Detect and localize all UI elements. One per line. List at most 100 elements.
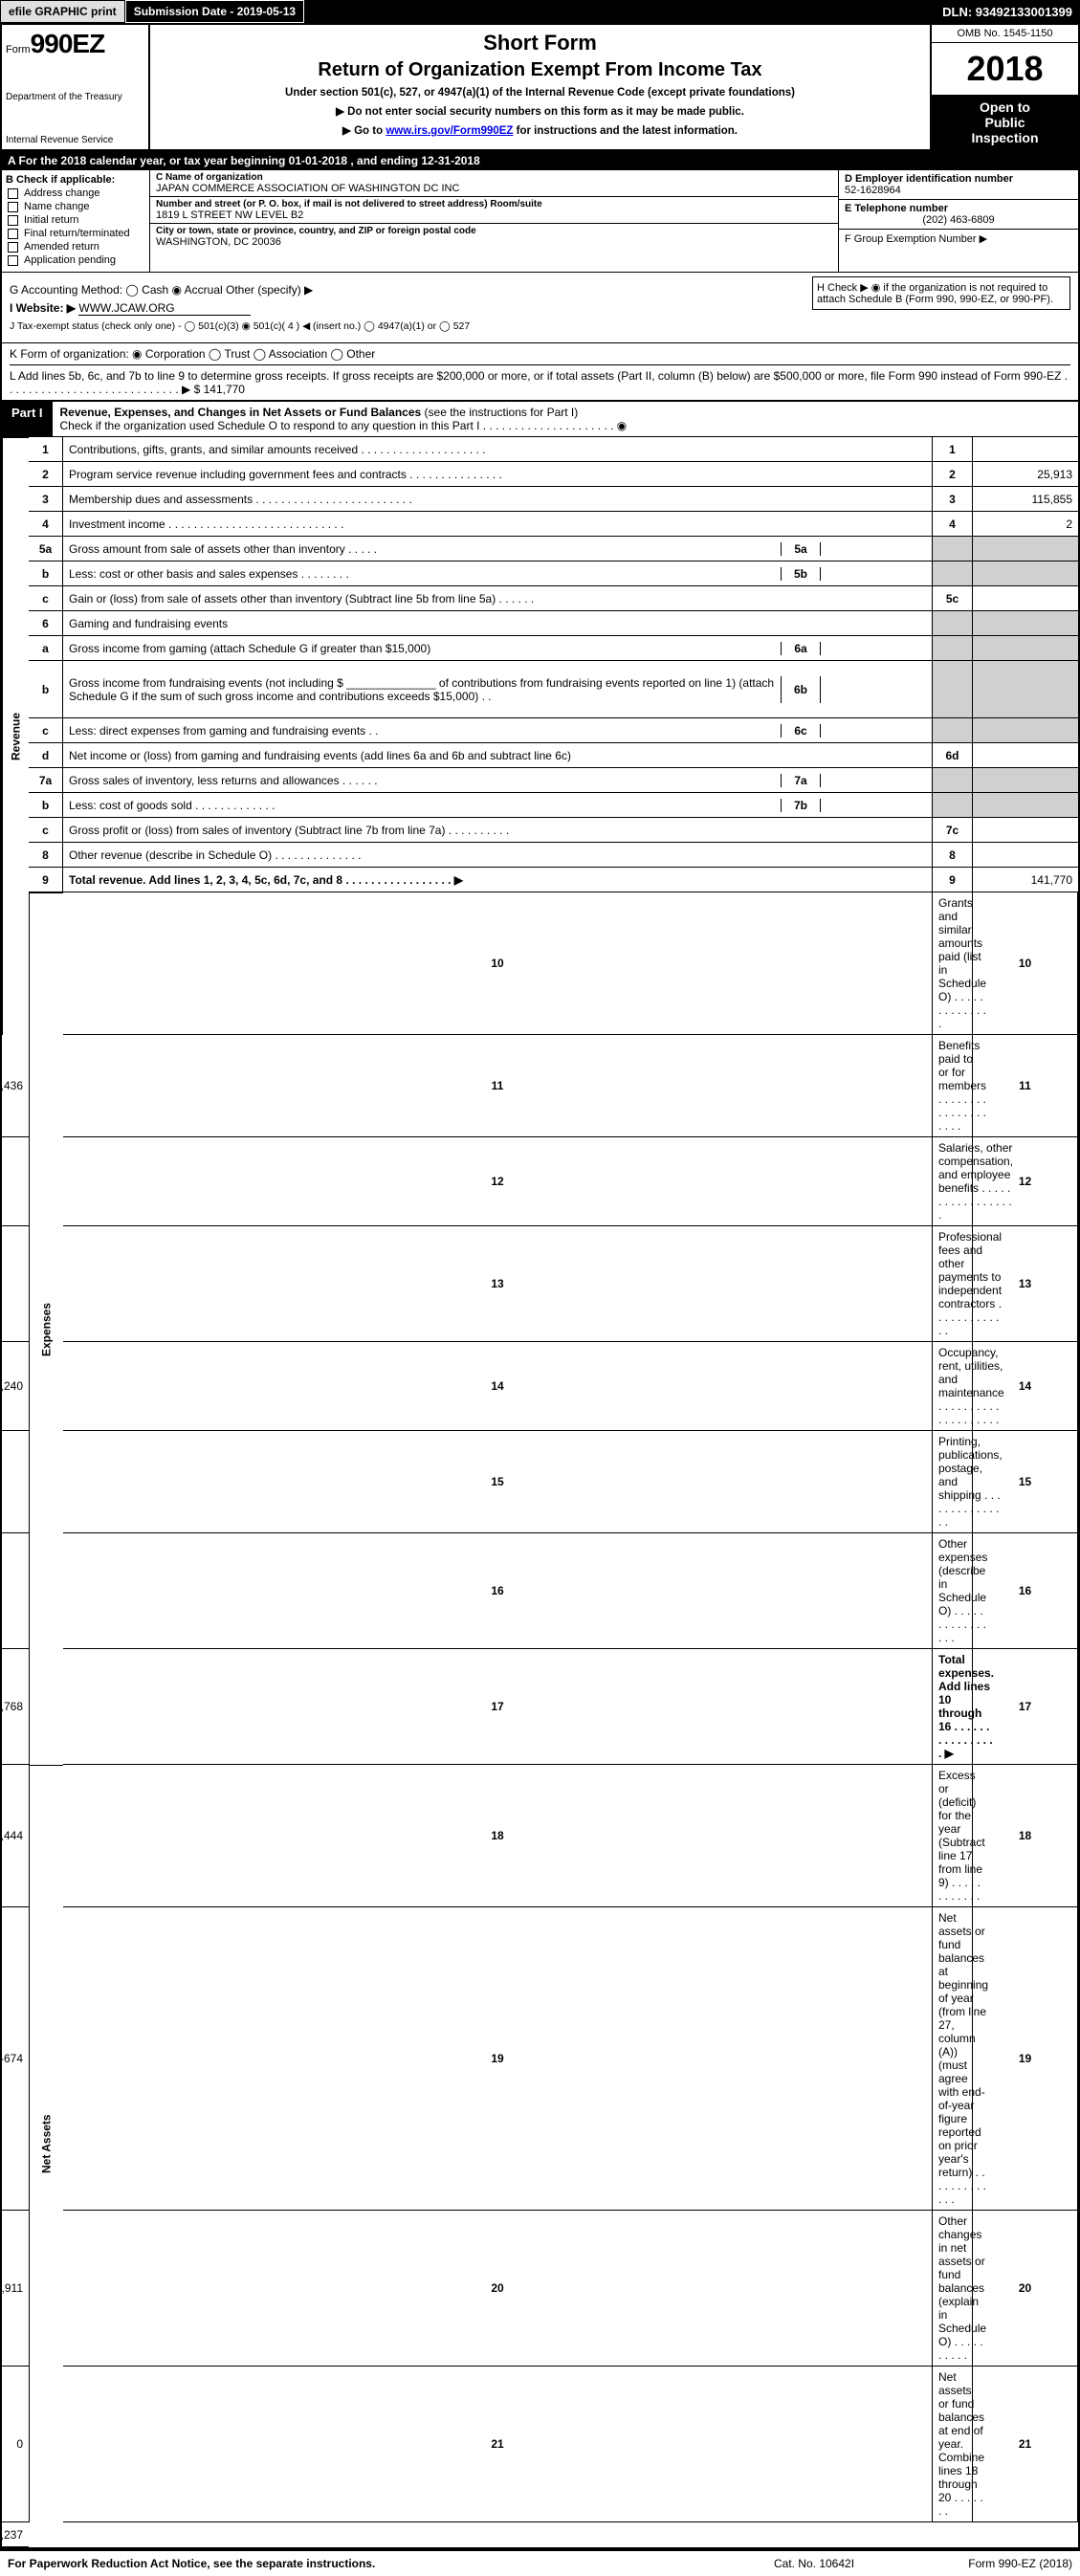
line-refnum: 13: [973, 1226, 1078, 1342]
line-desc-text: Gross amount from sale of assets other t…: [69, 542, 781, 556]
line-amount: 91,237: [2, 2522, 29, 2547]
submission-date-button[interactable]: Submission Date - 2019-05-13: [125, 0, 304, 23]
line-desc: Contributions, gifts, grants, and simila…: [63, 437, 933, 462]
line-desc: Less: direct expenses from gaming and fu…: [63, 718, 933, 743]
inner-val: [821, 774, 926, 787]
inspection-box: Open to Public Inspection: [932, 96, 1078, 149]
chk-final-return[interactable]: Final return/terminated: [6, 228, 145, 239]
line-refnum: 20: [973, 2211, 1078, 2367]
h-schedule-b-box: H Check ▶ ◉ if the organization is not r…: [812, 276, 1070, 310]
line-desc-text: Less: cost of goods sold . . . . . . . .…: [69, 799, 781, 812]
line-num: 21: [63, 2367, 933, 2522]
line-desc-text: Gross income from fundraising events (no…: [69, 676, 781, 703]
line-refnum: 16: [973, 1533, 1078, 1649]
header-right: OMB No. 1545-1150 2018 Open to Public In…: [930, 25, 1078, 149]
line-num: c: [29, 718, 63, 743]
phone-label: E Telephone number: [845, 203, 1072, 214]
line-desc: Gross profit or (loss) from sales of inv…: [63, 818, 933, 843]
line-num: b: [29, 661, 63, 718]
inspect-line2: Public: [936, 115, 1074, 130]
dln-label: DLN: 93492133001399: [935, 0, 1080, 23]
chk-label: Amended return: [24, 241, 99, 253]
line-num: 20: [63, 2211, 933, 2367]
line-num: 17: [63, 1649, 933, 1765]
line-amount: 0: [2, 2367, 29, 2522]
inner-val: [821, 542, 926, 556]
inner-num: 7b: [781, 799, 821, 812]
line-amount: 25,913: [973, 462, 1078, 487]
line-desc: Printing, publications, postage, and shi…: [933, 1431, 973, 1533]
inner-num: 7a: [781, 774, 821, 787]
line-amount: [973, 743, 1078, 768]
line-desc: Gain or (loss) from sale of assets other…: [63, 586, 933, 611]
line-refnum: 4: [933, 512, 973, 537]
line-num: c: [29, 586, 63, 611]
inspect-line1: Open to: [936, 99, 1074, 115]
line-amount-shade: [973, 718, 1078, 743]
chk-label: Initial return: [24, 214, 78, 226]
line-refnum: 21: [973, 2367, 1078, 2522]
dept-irs: Internal Revenue Service: [6, 135, 144, 145]
line-desc: Gross income from fundraising events (no…: [63, 661, 933, 718]
part1-header: Part I Revenue, Expenses, and Changes in…: [2, 402, 1078, 437]
line-amount-shade: [973, 636, 1078, 661]
line-amount: 115,855: [973, 487, 1078, 512]
form-container: Form990EZ Department of the Treasury Int…: [0, 23, 1080, 2551]
l-gross-receipts: L Add lines 5b, 6c, and 7b to line 9 to …: [10, 369, 1070, 396]
org-address-label: Number and street (or P. O. box, if mail…: [156, 199, 832, 209]
irs-link[interactable]: www.irs.gov/Form990EZ: [386, 125, 513, 137]
line-desc: Excess or (deficit) for the year (Subtra…: [933, 1765, 973, 1907]
line-desc: Gaming and fundraising events: [63, 611, 933, 636]
chk-amended-return[interactable]: Amended return: [6, 241, 145, 253]
line-num: 7a: [29, 768, 63, 793]
line-num: 15: [63, 1431, 933, 1533]
form-label: Form990EZ: [6, 29, 144, 59]
line-amount: 4,240: [2, 1342, 29, 1431]
org-city-value: WASHINGTON, DC 20036: [156, 236, 832, 248]
page-footer: For Paperwork Reduction Act Notice, see …: [0, 2551, 1080, 2576]
inner-val: [821, 676, 926, 703]
line-refnum: 18: [973, 1765, 1078, 1907]
chk-label: Name change: [24, 201, 90, 212]
website-label: I Website: ▶: [10, 301, 76, 315]
short-form-title: Short Form: [160, 31, 920, 55]
ein-value: 52-1628964: [845, 185, 1072, 196]
tax-year: 2018: [932, 43, 1078, 96]
line-refnum: 2: [933, 462, 973, 487]
col-c-org-info: C Name of organization JAPAN COMMERCE AS…: [150, 170, 839, 272]
line-amount: [2, 1431, 29, 1533]
line-amount-shade: [973, 537, 1078, 561]
chk-application-pending[interactable]: Application pending: [6, 254, 145, 266]
line-refnum: 6d: [933, 743, 973, 768]
line-desc: Net income or (loss) from gaming and fun…: [63, 743, 933, 768]
chk-address-change[interactable]: Address change: [6, 187, 145, 199]
line-num: b: [29, 561, 63, 586]
chk-initial-return[interactable]: Initial return: [6, 214, 145, 226]
efile-print-button[interactable]: efile GRAPHIC print: [0, 0, 125, 23]
line-amount: -674: [2, 1907, 29, 2211]
line-refnum-shade: [933, 537, 973, 561]
topbar-spacer: [304, 0, 935, 23]
org-address-row: Number and street (or P. O. box, if mail…: [150, 197, 838, 224]
line-num: 16: [63, 1533, 933, 1649]
ssn-warning: ▶ Do not enter social security numbers o…: [160, 104, 920, 118]
line-num: 10: [63, 892, 933, 1035]
chk-name-change[interactable]: Name change: [6, 201, 145, 212]
expenses-section-label: Expenses: [29, 892, 63, 1765]
line-desc: Membership dues and assessments . . . . …: [63, 487, 933, 512]
line-amount: [973, 437, 1078, 462]
line-desc: Gross amount from sale of assets other t…: [63, 537, 933, 561]
line-num: 11: [63, 1035, 933, 1137]
inner-num: 6a: [781, 642, 821, 655]
line-desc-text: Gross sales of inventory, less returns a…: [69, 774, 781, 787]
checkbox-icon: [8, 229, 18, 239]
line-refnum-shade: [933, 793, 973, 818]
j-tax-exempt-status: J Tax-exempt status (check only one) - ◯…: [10, 320, 1070, 332]
chk-label: Application pending: [24, 254, 116, 266]
checkbox-icon: [8, 188, 18, 199]
group-exemption-row: F Group Exemption Number ▶: [839, 230, 1078, 272]
line-desc: Less: cost of goods sold . . . . . . . .…: [63, 793, 933, 818]
footer-formref: Form 990-EZ (2018): [900, 2557, 1072, 2570]
line-desc-text: Less: cost or other basis and sales expe…: [69, 567, 781, 581]
line-amount-shade: [973, 611, 1078, 636]
